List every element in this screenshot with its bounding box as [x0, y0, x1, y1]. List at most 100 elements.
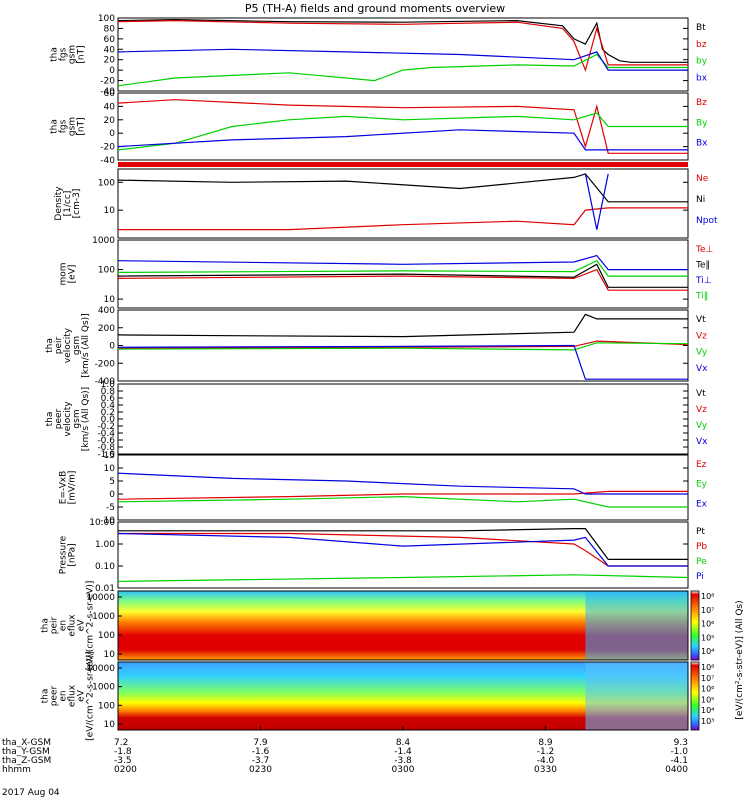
ylabel-line: gsm [72, 336, 82, 355]
ylabel-density: Density[1/cc][cm-3] [54, 186, 82, 221]
ytick-label: 5 [109, 477, 115, 487]
colorbar-tick-label: 10⁴ [701, 706, 714, 715]
series-line-Ti⊥ [117, 254, 688, 271]
ytick-label: 40 [104, 102, 116, 112]
ytick-label: 0.8 [101, 387, 116, 397]
legend-entry: Vy [696, 348, 708, 358]
ylabel-line: [eV] [68, 265, 78, 284]
series-line-Vy [117, 342, 689, 351]
ytick-label: -5 [106, 503, 115, 513]
legend-entry: Vt [696, 389, 706, 399]
ylabel-line: [mV/m] [68, 471, 78, 505]
ytick-label: 0.0 [101, 415, 116, 425]
legend-entry: Ez [696, 460, 707, 470]
legend-entry: Ni [696, 195, 705, 205]
ytick-label: 0 [109, 129, 115, 139]
legend-entry: By [696, 118, 708, 128]
panel-frame [117, 383, 689, 455]
series-line-Ey [117, 495, 688, 508]
ephemeris-label: tha_Y-GSM [2, 747, 50, 757]
ephemeris-value: -1.2 [537, 747, 555, 757]
ylabel-line: [nPa] [68, 543, 78, 566]
ytick-label: 1.0 [101, 380, 116, 390]
ephemeris-label: tha_X-GSM [2, 738, 51, 748]
panel-peer_spectrum: thapeerenefluxeV[eV/(cm^2-s-sr-eV)]10000… [41, 651, 689, 741]
ylabel-line: gsm [68, 117, 78, 136]
ytick-label: 0.01 [95, 584, 115, 594]
ytick-label: 1.00 [95, 540, 115, 550]
colorbar-tick-label: 10⁶ [701, 685, 714, 694]
colorbar-tick-label: 10⁸ [701, 592, 714, 601]
ylabel-peer_velocity: thapeervelocitygsm[km/s (All Qs)] [45, 387, 91, 451]
ylabel-line: tha [41, 689, 51, 704]
ytick-label: 40 [104, 45, 116, 55]
ephemeris-value: 0400 [665, 765, 688, 775]
series-line-Npot [584, 173, 609, 230]
ytick-label: 0.4 [101, 401, 116, 411]
ylabel-temperature: mom[eV] [59, 262, 78, 285]
ylabel-line: tha [45, 412, 55, 427]
date-label: 2017 Aug 04 [2, 788, 60, 798]
ephemeris-value: 7.9 [253, 738, 268, 748]
panel-peir_spectrum: thapeirenefluxeV[eV/(cm^2-s-sr-eV)]10000… [41, 581, 689, 671]
legend-entry: Vz [696, 331, 707, 341]
ytick-label: -20 [100, 143, 115, 153]
ephemeris-value: 0330 [534, 765, 557, 775]
legend-entry: Ey [696, 480, 708, 490]
legend-entry: bz [696, 40, 707, 50]
ephemeris-value: -4.1 [670, 756, 688, 766]
ylabel-line: eV [77, 689, 87, 702]
legend-entry: Npot [696, 216, 718, 226]
colorbar-tick-label: 10⁵ [701, 633, 714, 642]
plot-title: P5 (TH-A) fields and ground moments over… [245, 2, 505, 15]
ylabel-line: [nT] [77, 117, 87, 135]
series-line-Vx [117, 344, 688, 380]
ephemeris-value: 8.9 [538, 738, 553, 748]
ylabel-peer_spectrum: thapeerenefluxeV[eV/(cm^2-s-sr-eV)] [41, 651, 96, 741]
ylabel-line: gsm [68, 45, 78, 64]
ytick-label: 100 [98, 14, 115, 24]
ytick-label: -400 [95, 377, 116, 387]
ylabel-line: peir [50, 616, 60, 634]
ephemeris-value: 0200 [114, 765, 137, 775]
ytick-label: 60 [104, 89, 116, 99]
legend-entry: Bx [696, 139, 708, 149]
ytick-label: 1000 [92, 683, 115, 693]
ylabel-line: tha [50, 119, 60, 134]
legend-entry: Ti⊥ [695, 276, 712, 286]
series-line-Bt [117, 18, 688, 63]
panel-fgs_gsm2: thafgsgsm[nT] 60 40 20 0 -20 -40 Bz By Bx [50, 89, 709, 166]
ylabel-line: fgs [59, 47, 69, 61]
ylabel-line: [eV/(cm^2-s-sr-eV)] [86, 651, 96, 741]
ytick-label: -200 [95, 359, 116, 369]
ephemeris-value: 9.3 [674, 738, 688, 748]
ytick-label: 15 [104, 451, 115, 461]
ylabel-line: peer [50, 685, 60, 706]
legend-entry: Ne [696, 174, 709, 184]
colorbar-tick-label: 10⁴ [701, 647, 714, 656]
legend-entry: Vx [696, 437, 708, 447]
ylabel-line: gsm [72, 409, 82, 428]
ytick-label: 100 [98, 701, 115, 711]
series-line-By [117, 112, 688, 151]
ephemeris-label: hhmm [2, 765, 31, 775]
spectrogram-boundary-region [585, 591, 688, 660]
ytick-label: 10 [104, 464, 116, 474]
colorbar [690, 661, 700, 731]
ylabel-line: fgs [59, 119, 69, 133]
panel-frame [117, 17, 689, 92]
ylabel-line: [eV/(cm^2-s-sr-eV)] [86, 581, 96, 671]
series-line-Ex [117, 472, 688, 495]
series-line-bx [117, 48, 688, 71]
ylabel-line: peir [54, 336, 64, 354]
series-line-Vt [117, 313, 688, 338]
ephemeris-value: -1.4 [394, 747, 412, 757]
ytick-label: 0.10 [95, 562, 115, 572]
ylabel-line: en [59, 620, 69, 631]
ylabel-line: tha [50, 47, 60, 62]
legend-entry: Te⊥ [695, 245, 714, 255]
ytick-label: -40 [100, 87, 115, 97]
ylabel-line: eflux [68, 614, 78, 637]
ephemeris-value: -3.5 [114, 756, 132, 766]
ytick-label: -0.2 [97, 422, 115, 432]
